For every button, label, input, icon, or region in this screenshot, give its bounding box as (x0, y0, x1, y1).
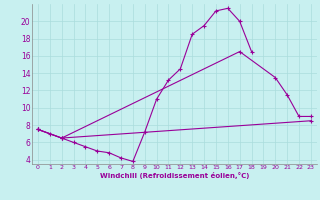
X-axis label: Windchill (Refroidissement éolien,°C): Windchill (Refroidissement éolien,°C) (100, 172, 249, 179)
